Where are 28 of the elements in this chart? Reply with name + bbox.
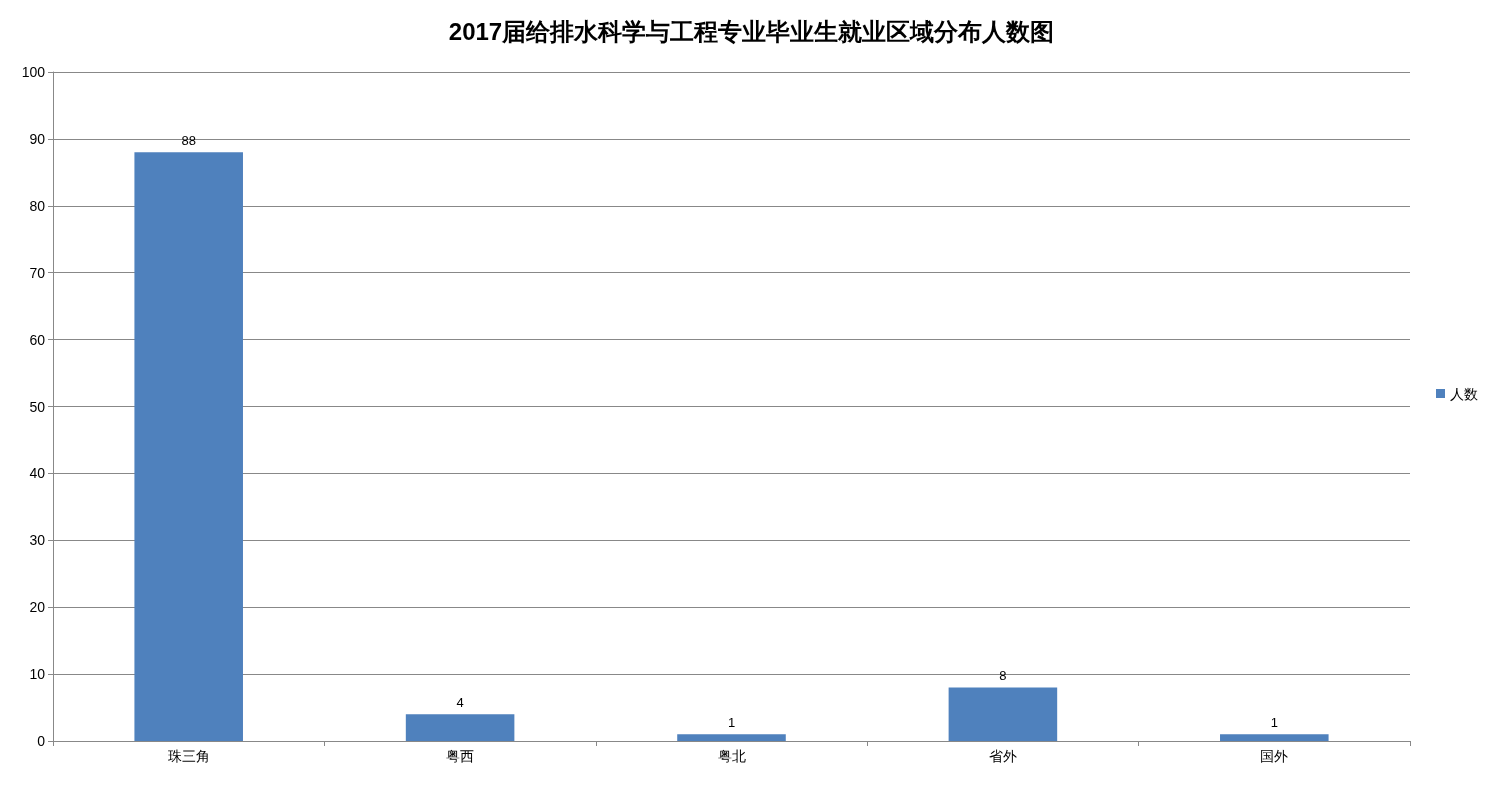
y-tick-label: 50 bbox=[29, 398, 46, 415]
y-tick-label: 0 bbox=[37, 733, 46, 749]
x-tick-label: 珠三角 bbox=[167, 748, 210, 764]
data-label: 1 bbox=[1270, 715, 1278, 731]
y-tick-label: 100 bbox=[21, 64, 46, 80]
y-tick-label: 20 bbox=[29, 599, 46, 616]
x-tick-label: 粤西 bbox=[446, 748, 475, 764]
bar bbox=[948, 687, 1058, 741]
bar bbox=[1220, 734, 1329, 741]
y-tick-label: 40 bbox=[29, 465, 46, 482]
data-label: 88 bbox=[181, 133, 196, 149]
y-tick-label: 60 bbox=[29, 331, 46, 348]
x-tick-label: 省外 bbox=[988, 748, 1017, 764]
bar bbox=[677, 734, 786, 741]
data-label: 1 bbox=[727, 715, 736, 731]
bar bbox=[134, 152, 243, 741]
y-tick-label: 80 bbox=[29, 197, 46, 214]
chart-title: 2017届给排水科学与工程专业毕业生就业区域分布人数图 bbox=[448, 17, 1055, 45]
bar bbox=[405, 714, 515, 741]
legend-label: 人数 bbox=[1450, 385, 1478, 402]
y-tick-label: 10 bbox=[29, 666, 46, 683]
x-tick-label: 国外 bbox=[1260, 748, 1289, 764]
y-tick-label: 70 bbox=[29, 264, 46, 281]
y-tick-label: 30 bbox=[29, 532, 46, 549]
y-tick-label: 90 bbox=[29, 130, 46, 147]
data-label: 4 bbox=[456, 695, 464, 711]
x-tick-label: 粤北 bbox=[717, 748, 746, 764]
data-label: 8 bbox=[999, 668, 1007, 684]
